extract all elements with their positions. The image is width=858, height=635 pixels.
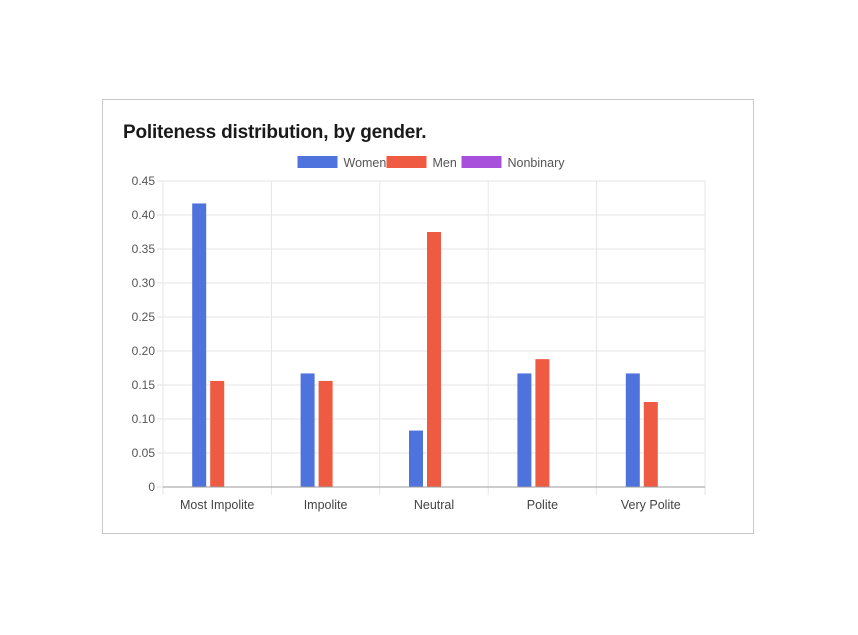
x-tick-label: Neutral <box>414 498 454 512</box>
y-tick-label: 0.20 <box>132 344 156 358</box>
y-tick-label: 0.25 <box>132 310 156 324</box>
bar <box>318 380 333 487</box>
y-tick-label: 0.10 <box>132 412 156 426</box>
chart-card: Politeness distribution, by gender. 0 0.0… <box>102 99 754 534</box>
bar <box>300 373 315 487</box>
legend-swatch <box>297 156 338 168</box>
bar <box>625 373 640 487</box>
legend-swatch <box>461 156 502 168</box>
y-tick-label: 0.35 <box>132 242 156 256</box>
bar-chart: 0 0.05 0.10 0.15 0.20 0.25 0.30 0.35 0.40 0.45 Mos… <box>132 156 706 512</box>
bar <box>517 373 532 487</box>
y-tick-label: 0.05 <box>132 446 156 460</box>
bar <box>535 359 550 487</box>
legend-label: Men <box>433 156 457 170</box>
y-tick-label: 0 <box>148 480 155 494</box>
y-tick-label: 0.15 <box>132 378 156 392</box>
x-tick-label: Most Impolite <box>180 498 254 512</box>
x-tick-label: Polite <box>527 498 558 512</box>
legend-swatch <box>386 156 427 168</box>
legend-label: Women <box>344 156 387 170</box>
bar <box>210 380 225 487</box>
y-tick-label: 0.40 <box>132 208 156 222</box>
bar <box>643 402 658 487</box>
y-tick-label: 0.30 <box>132 276 156 290</box>
y-tick-label: 0.45 <box>132 174 156 188</box>
bar <box>192 203 207 487</box>
x-tick-label: Impolite <box>304 498 348 512</box>
legend-label: Nonbinary <box>508 156 566 170</box>
bar <box>409 430 423 487</box>
bar <box>427 232 441 487</box>
chart-title: Politeness distribution, by gender. <box>123 122 427 143</box>
x-tick-label: Very Polite <box>621 498 681 512</box>
